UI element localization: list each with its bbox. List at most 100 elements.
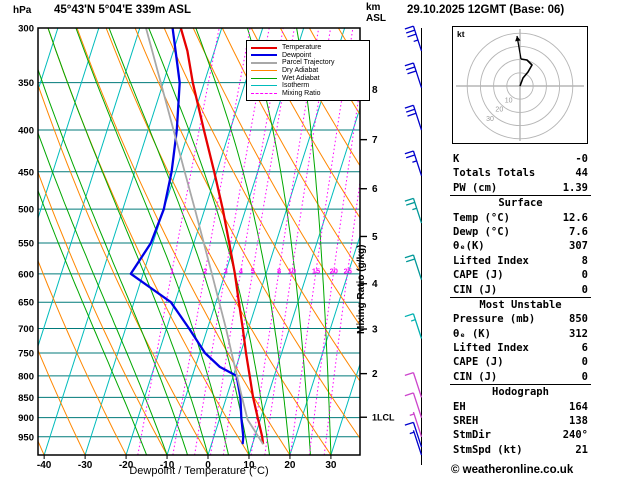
- wet-adiabat-line: [38, 189, 148, 455]
- wet-adiabat-line: [246, 28, 311, 455]
- stat-label: SREH: [453, 415, 479, 428]
- stat-section-title: Hodograph: [450, 384, 591, 399]
- stat-row: Temp (°C) 12.6: [450, 211, 591, 225]
- dry-adiabat-line: [76, 28, 291, 455]
- wet-adiabat-line: [38, 131, 168, 455]
- legend-item: Temperature: [251, 44, 365, 52]
- wet-adiabat-line: [47, 28, 209, 455]
- dry-adiabat-line: [163, 28, 360, 383]
- parcel-trajectory-curve: [145, 28, 264, 445]
- stat-row: Lifted Index 8: [450, 254, 591, 268]
- mixing-ratio-line: [137, 28, 220, 455]
- mixing-ratio-line: [172, 28, 251, 455]
- stat-value: 0: [581, 283, 588, 296]
- mixing-ratio-line: [323, 178, 360, 455]
- stat-value: 44: [575, 167, 588, 180]
- isotherm-line: [125, 28, 264, 455]
- wind-barb: [404, 372, 423, 398]
- pressure-tick-label: 850: [18, 393, 34, 404]
- pressure-tick-label: 500: [18, 205, 34, 216]
- stat-value: 307: [569, 240, 588, 253]
- datetime-title: 29.10.2025 12GMT (Base: 06): [407, 4, 565, 16]
- hodograph-ring-label: 10: [505, 97, 513, 104]
- storm-motion-arrowhead: [515, 36, 521, 42]
- x-axis-label: Dewpoint / Temperature (°C): [129, 465, 269, 477]
- isotherm-line: [289, 234, 360, 455]
- stat-label: θₑ (K): [453, 327, 491, 340]
- mixing-ratio-value-label: 8: [277, 266, 281, 275]
- dry-adiabat-line: [38, 170, 168, 455]
- stat-label: EH: [453, 400, 466, 413]
- stat-row: CAPE (J) 0: [450, 268, 591, 282]
- stat-label: Totals Totals: [453, 167, 536, 180]
- stat-row: EH 164: [450, 400, 591, 414]
- stat-row: θₑ(K) 307: [450, 239, 591, 253]
- altitude-axis-unit-asl: ASL: [366, 13, 386, 24]
- dry-adiabat-line: [192, 28, 360, 327]
- temp-tick-label: -20: [119, 460, 134, 471]
- pressure-tick-label: 650: [18, 298, 34, 309]
- temp-tick-label: 20: [284, 460, 296, 471]
- stat-row: CAPE (J) 0: [450, 355, 591, 369]
- wet-adiabat-line: [195, 28, 291, 455]
- isotherm-line: [38, 28, 141, 348]
- pressure-tick-label: 550: [18, 238, 34, 249]
- hodograph-ring: [506, 72, 534, 100]
- wind-barb-column: [404, 25, 423, 465]
- wind-barb: [409, 411, 423, 438]
- stat-section-title: Surface: [450, 195, 591, 210]
- legend-line-sample: [251, 70, 277, 72]
- stat-value: 8: [581, 254, 588, 267]
- km-tick-label: 6: [372, 184, 378, 195]
- km-tick-label: 4: [372, 279, 378, 290]
- stat-value: -0: [575, 153, 588, 165]
- pressure-tick-label: 600: [18, 269, 34, 280]
- dry-adiabat-line: [38, 348, 86, 455]
- mixing-ratio-value-label: 20: [330, 266, 338, 275]
- pressure-tick-label: 300: [18, 24, 34, 35]
- stat-row: CIN (J) 0: [450, 283, 591, 297]
- stat-label: PW (cm): [453, 181, 498, 194]
- stat-row: SREH 138: [450, 414, 591, 428]
- stat-label: Lifted Index: [453, 342, 529, 355]
- temp-tick-label: 0: [205, 460, 211, 471]
- isotherm-line: [43, 28, 182, 455]
- stat-value: 0: [581, 370, 588, 383]
- km-tick-label: 5: [372, 232, 378, 243]
- legend-line-sample: [251, 61, 277, 64]
- wind-barb: [404, 392, 423, 418]
- mixing-ratio-value-label: 15: [312, 266, 320, 275]
- stat-value: 850: [569, 313, 588, 326]
- mixing-ratio-value-label: 10: [288, 266, 296, 275]
- stat-label: CAPE (J): [453, 356, 504, 369]
- wind-barb: [404, 313, 423, 339]
- stat-row: Pressure (mb) 850: [450, 312, 591, 326]
- stat-label: Dewp (°C): [453, 225, 510, 238]
- temp-tick-label: -40: [37, 460, 52, 471]
- stat-row: PW (cm) 1.39: [450, 181, 591, 195]
- stat-value: 6: [581, 342, 588, 355]
- legend-item: Wet Adiabat: [251, 74, 365, 82]
- mixing-ratio-line: [250, 28, 320, 455]
- wind-barb: [404, 254, 423, 280]
- temp-tick-label: 10: [243, 460, 255, 471]
- stat-row: Dewp (°C) 7.6: [450, 225, 591, 239]
- wind-barb: [404, 104, 423, 131]
- pressure-tick-label: 400: [18, 126, 34, 137]
- stat-row: K -0: [450, 152, 591, 166]
- dry-adiabat-line: [38, 259, 127, 455]
- stats-panel: K -0 Totals Totals 44 PW (cm) 1.39 Surface Temp…: [450, 152, 591, 457]
- stat-row: Totals Totals 44: [450, 166, 591, 180]
- stat-value: 21: [575, 443, 588, 456]
- pressure-axis-unit: hPa: [13, 5, 32, 16]
- wind-barb: [409, 430, 423, 456]
- hodograph-ring: [466, 32, 574, 140]
- stat-value: 138: [569, 415, 588, 428]
- stat-value: 164: [569, 400, 588, 413]
- hodograph-ring: [493, 59, 547, 113]
- hodograph-ring-label: 20: [495, 107, 503, 114]
- stat-label: CIN (J): [453, 283, 498, 296]
- pressure-tick-label: 450: [18, 167, 34, 178]
- km-tick-label: 2: [372, 369, 378, 380]
